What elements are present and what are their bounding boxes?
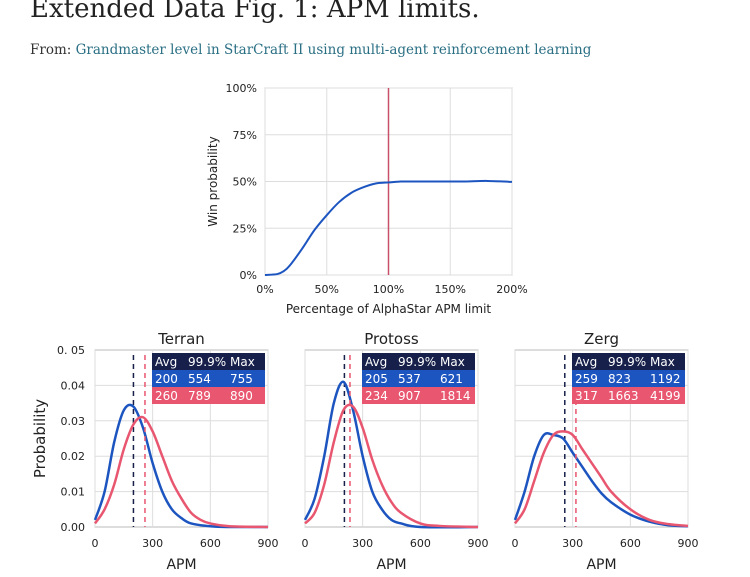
x-tick-label: 0% (256, 283, 273, 296)
stats-table-row-bg (362, 387, 475, 404)
stats-table-cell: 260 (155, 389, 178, 403)
stats-table-row-bg (152, 370, 265, 387)
stats-table-cell: 200 (155, 372, 178, 386)
stats-table-header: 99.9% (608, 355, 646, 369)
x-tick-label: 900 (258, 537, 279, 550)
x-tick-label: 0 (92, 537, 99, 550)
stats-table-row-bg (572, 370, 685, 387)
x-tick-label: 0 (302, 537, 309, 550)
y-tick-label: 0.00 (61, 521, 86, 534)
stats-table-cell: 621 (440, 372, 463, 386)
blue-distribution-curve (303, 380, 479, 529)
stats-table-cell: 907 (398, 389, 421, 403)
stats-table-header: 99.9% (398, 355, 436, 369)
stats-table-row-bg (572, 387, 685, 404)
win-probability-curve (264, 179, 513, 276)
x-tick-label: 900 (678, 537, 699, 550)
stats-table-header: Max (440, 355, 465, 369)
x-tick-label: 300 (142, 537, 163, 550)
stats-table-cell: 755 (230, 372, 253, 386)
x-tick-label: 150% (435, 283, 466, 296)
stats-table-cell: 789 (188, 389, 211, 403)
x-axis-label: Percentage of AlphaStar APM limit (286, 302, 492, 316)
x-tick-label: 200% (496, 283, 527, 296)
y-axis-label: Win probability (206, 136, 220, 226)
x-axis-label: APM (166, 557, 196, 573)
pink-distribution-curve (513, 430, 689, 528)
stats-table-row-bg (152, 387, 265, 404)
source-article-link[interactable]: Grandmaster level in StarCraft II using … (75, 42, 592, 58)
x-tick-label: 300 (562, 537, 583, 550)
figure-source: From: Grandmaster level in StarCraft II … (30, 42, 591, 58)
x-tick-label: 600 (200, 537, 221, 550)
stats-table-cell: 317 (575, 389, 598, 403)
stats-table-cell: 554 (188, 372, 211, 386)
y-tick-label: 75% (233, 129, 257, 142)
blue-distribution-curve (513, 432, 689, 528)
x-axis-label: APM (586, 557, 616, 573)
stats-table-cell: 4199 (650, 389, 681, 403)
x-tick-label: 0 (512, 537, 519, 550)
x-tick-label: 300 (352, 537, 373, 550)
stats-table-cell: 1663 (608, 389, 639, 403)
stats-table-row-bg (572, 353, 685, 370)
y-tick-label: 50% (233, 176, 257, 189)
stats-table-cell: 823 (608, 372, 631, 386)
stats-table-row-bg (152, 353, 265, 370)
stats-table-cell: 205 (365, 372, 388, 386)
stats-table-row-bg (362, 370, 475, 387)
y-tick-label: 0% (240, 269, 257, 282)
panel-title: Terran (157, 330, 205, 348)
x-tick-label: 900 (468, 537, 489, 550)
y-axis-label: Probability (31, 399, 49, 478)
stats-table-header: 99.9% (188, 355, 226, 369)
from-label: From: (30, 42, 72, 58)
blue-distribution-curve (93, 403, 269, 529)
stats-table-cell: 1814 (440, 389, 471, 403)
x-tick-label: 50% (315, 283, 339, 296)
pink-distribution-curve (93, 415, 269, 529)
y-tick-label: 25% (233, 222, 257, 235)
stats-table-header: Avg (155, 355, 177, 369)
stats-table-cell: 537 (398, 372, 421, 386)
panel-title: Protoss (364, 330, 419, 348)
stats-table-header: Max (230, 355, 255, 369)
y-tick-label: 0. 05 (57, 344, 85, 357)
y-tick-label: 0.03 (61, 415, 86, 428)
figure-title: Extended Data Fig. 1: APM limits. (30, 0, 480, 24)
x-tick-label: 600 (410, 537, 431, 550)
y-tick-label: 0.01 (61, 486, 86, 499)
y-tick-label: 0.02 (61, 450, 86, 463)
stats-table-header: Avg (365, 355, 387, 369)
stats-table-cell: 1192 (650, 372, 681, 386)
stats-table-cell: 259 (575, 372, 598, 386)
pink-distribution-curve (304, 403, 479, 529)
x-axis-label: APM (376, 557, 406, 573)
x-tick-label: 100% (373, 283, 404, 296)
x-tick-label: 600 (620, 537, 641, 550)
stats-table-header: Max (650, 355, 675, 369)
stats-table-row-bg (362, 353, 475, 370)
stats-table-header: Avg (575, 355, 597, 369)
panel-title: Zerg (584, 330, 619, 348)
y-tick-label: 0.04 (61, 379, 86, 392)
stats-table-cell: 234 (365, 389, 388, 403)
y-tick-label: 100% (226, 82, 257, 95)
stats-table-cell: 890 (230, 389, 253, 403)
